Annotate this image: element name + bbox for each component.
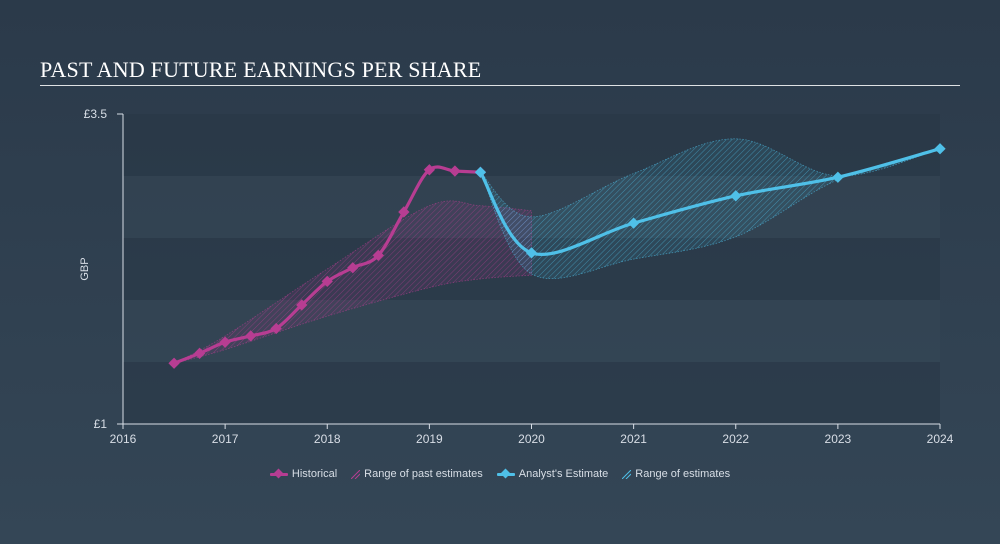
x-tick-label: 2023 — [825, 432, 852, 446]
historical-point — [193, 347, 206, 359]
legend-label: Analyst's Estimate — [518, 468, 609, 480]
historical-point — [372, 249, 384, 262]
legend-label: Historical — [291, 468, 338, 480]
historical-line-icon — [269, 470, 288, 478]
chart-legend: Historical Range of past estimates Analy… — [0, 468, 1000, 480]
y-axis-label: GBP — [79, 257, 91, 280]
x-tick-label: 2022 — [722, 432, 749, 446]
legend-item-estimate-range[interactable]: Range of estimates — [622, 468, 730, 480]
legend-label: Range of estimates — [635, 468, 731, 480]
estimate-point — [525, 247, 538, 259]
estimate-point — [934, 143, 946, 155]
past-range-hatch-icon — [351, 469, 361, 479]
legend-item-analyst-estimate[interactable]: Analyst's Estimate — [496, 468, 609, 480]
historical-point — [321, 275, 333, 288]
grid-band — [123, 362, 940, 424]
y-tick-label: £1 — [94, 417, 108, 431]
past-estimate-range — [173, 200, 532, 364]
historical-point — [423, 164, 436, 176]
historical-point — [168, 357, 180, 369]
legend-item-historical[interactable]: Historical — [269, 468, 338, 480]
historical-point — [449, 165, 461, 177]
estimate-point — [730, 190, 742, 202]
x-tick-label: 2016 — [110, 432, 137, 446]
historical-point — [398, 206, 410, 218]
historical-point — [219, 336, 231, 348]
estimate-range-hatch-icon — [622, 469, 632, 479]
estimate-point — [832, 171, 844, 183]
y-tick-label: £3.5 — [84, 107, 108, 121]
x-tick-label: 2018 — [314, 432, 341, 446]
estimate-line-icon — [496, 470, 515, 478]
historical-point — [244, 330, 257, 342]
x-tick-label: 2019 — [416, 432, 443, 446]
x-tick-label: 2020 — [518, 432, 545, 446]
historical-point — [270, 322, 282, 335]
x-tick-label: 2024 — [927, 432, 954, 446]
estimate-range — [480, 138, 941, 279]
x-tick-label: 2017 — [212, 432, 239, 446]
title-divider — [40, 85, 960, 86]
historical-point — [296, 299, 308, 311]
estimate-point — [474, 166, 487, 178]
legend-item-past-range[interactable]: Range of past estimates — [351, 468, 483, 480]
chart-title: PAST AND FUTURE EARNINGS PER SHARE — [40, 57, 482, 82]
grid-band — [123, 114, 940, 176]
x-tick-label: 2021 — [620, 432, 647, 446]
estimate-point — [627, 217, 640, 229]
historical-point — [347, 262, 359, 274]
legend-label: Range of past estimates — [364, 468, 483, 480]
estimate-line — [478, 147, 942, 256]
